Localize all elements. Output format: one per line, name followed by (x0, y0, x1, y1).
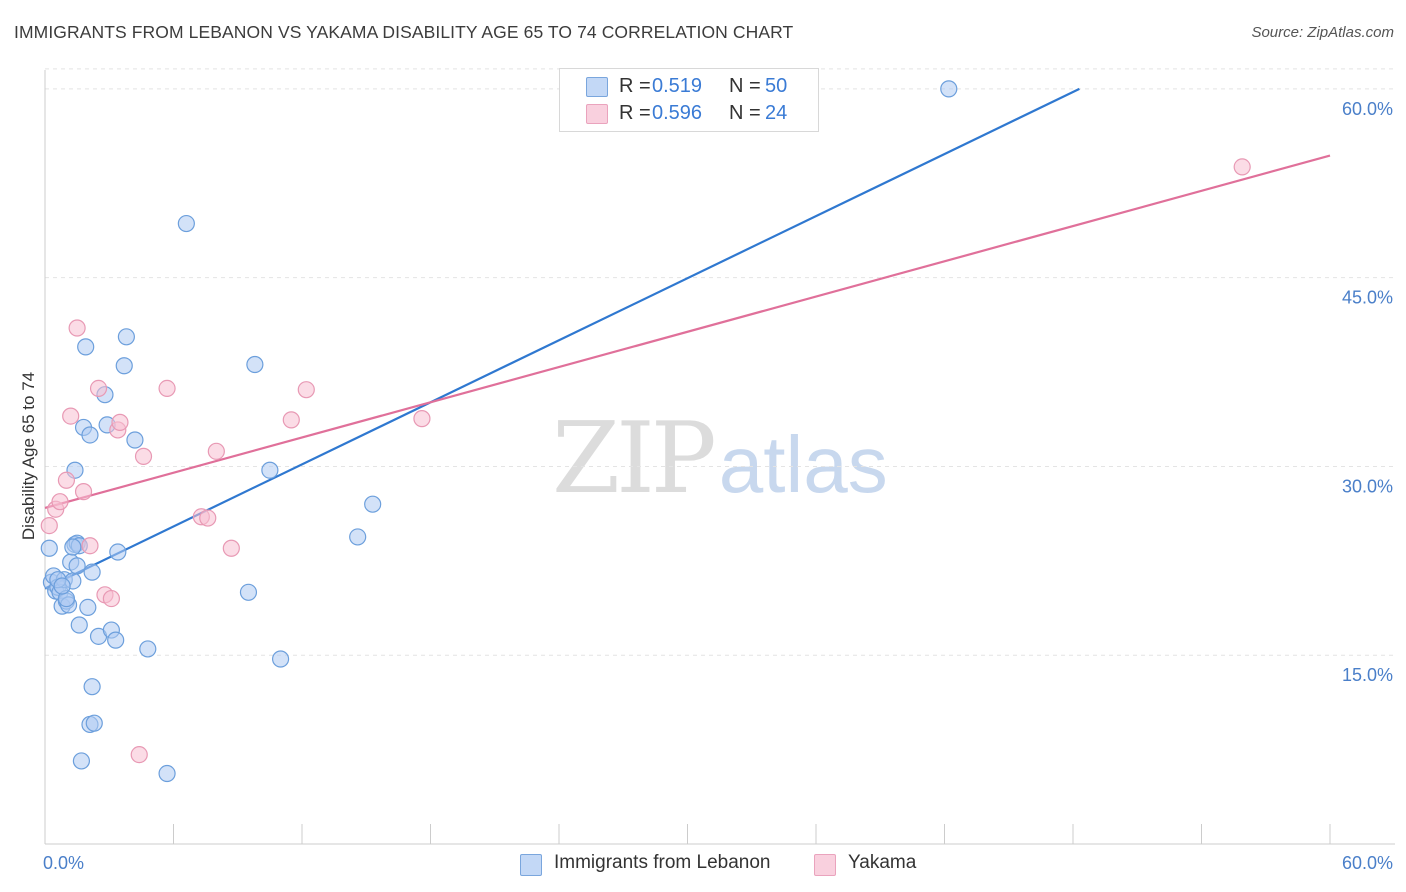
legend-n-label: N = (729, 75, 761, 97)
chart-title: IMMIGRANTS FROM LEBANON VS YAKAMA DISABI… (14, 22, 794, 42)
point-lebanon (139, 640, 157, 658)
point-lebanon (68, 557, 86, 575)
legend-n-label: N = (729, 102, 761, 124)
point-lebanon (81, 426, 99, 444)
point-yakama (199, 509, 217, 527)
watermark-atlas: atlas (718, 420, 888, 509)
point-yakama (297, 381, 315, 399)
point-lebanon (940, 80, 958, 98)
point-lebanon (349, 528, 367, 546)
point-yakama (207, 442, 225, 460)
point-lebanon (85, 714, 103, 732)
point-yakama (74, 483, 93, 501)
point-yakama (51, 493, 69, 511)
point-lebanon (77, 338, 95, 356)
point-yakama (57, 471, 76, 489)
point-lebanon (109, 543, 127, 561)
legend-r-value: 0.596 (652, 102, 703, 124)
point-yakama (130, 746, 148, 764)
point-lebanon (40, 539, 58, 557)
trendline-yakama (44, 154, 1331, 510)
y-tick-label: 60.0% (1342, 99, 1393, 119)
source-label: Source: ZipAtlas.com (1251, 24, 1394, 41)
point-lebanon (126, 431, 144, 449)
trendline-lebanon (44, 87, 1080, 590)
point-yakama (222, 539, 240, 557)
legend-swatch-pink (814, 854, 836, 876)
legend-label-lebanon: Immigrants from Lebanon (554, 852, 771, 873)
point-lebanon (271, 650, 290, 668)
axes (44, 70, 1395, 845)
point-yakama (111, 413, 129, 431)
point-lebanon (72, 752, 91, 770)
point-yakama (413, 410, 431, 428)
point-lebanon (158, 764, 176, 783)
stats-legend: R = 0.519 N = 50 R = 0.596 N = 24 (559, 68, 819, 132)
point-yakama (1233, 158, 1251, 176)
point-lebanon (53, 577, 71, 595)
point-lebanon (246, 355, 264, 374)
x-tick-label: 0.0% (43, 853, 84, 873)
legend-r-label: R = (619, 102, 651, 124)
point-lebanon (79, 598, 97, 616)
point-yakama (81, 537, 99, 555)
y-axis-label: Disability Age 65 to 74 (19, 372, 38, 540)
point-yakama (89, 379, 108, 398)
watermark-zip: ZIP (552, 402, 717, 516)
point-lebanon (70, 616, 88, 634)
legend-label-yakama: Yakama (848, 852, 917, 873)
point-yakama (282, 411, 300, 429)
x-tick-label: 60.0% (1342, 853, 1393, 873)
point-lebanon (83, 678, 101, 696)
legend-n-value: 50 (765, 75, 788, 97)
point-yakama (68, 319, 86, 337)
legend-r-label: R = (619, 75, 651, 97)
point-yakama (40, 516, 58, 535)
trendlines (44, 87, 1331, 590)
point-yakama (62, 407, 80, 425)
point-lebanon (117, 328, 135, 346)
point-yakama (134, 447, 153, 465)
point-lebanon (177, 214, 195, 233)
point-yakama (158, 379, 176, 398)
legend-swatch-pink (586, 104, 608, 124)
legend-n-value: 24 (765, 102, 788, 124)
point-lebanon (115, 357, 133, 375)
point-lebanon (64, 538, 82, 556)
y-tick-label: 45.0% (1342, 288, 1393, 308)
y-tick-label: 30.0% (1342, 476, 1393, 496)
legend-swatch-blue (586, 77, 608, 97)
point-lebanon (364, 495, 382, 513)
legend-r-value: 0.519 (652, 75, 703, 97)
point-lebanon (83, 563, 101, 581)
point-lebanon (261, 461, 279, 479)
y-tick-label: 15.0% (1342, 665, 1393, 685)
legend-swatch-blue (520, 854, 542, 876)
point-lebanon (239, 583, 258, 601)
watermark: ZIPatlas (552, 402, 888, 516)
tick-labels: 15.0% 30.0% 45.0% 60.0% 0.0% 60.0% (43, 99, 1393, 873)
point-yakama (102, 589, 120, 608)
data-points (40, 80, 1251, 783)
point-lebanon (107, 631, 125, 649)
